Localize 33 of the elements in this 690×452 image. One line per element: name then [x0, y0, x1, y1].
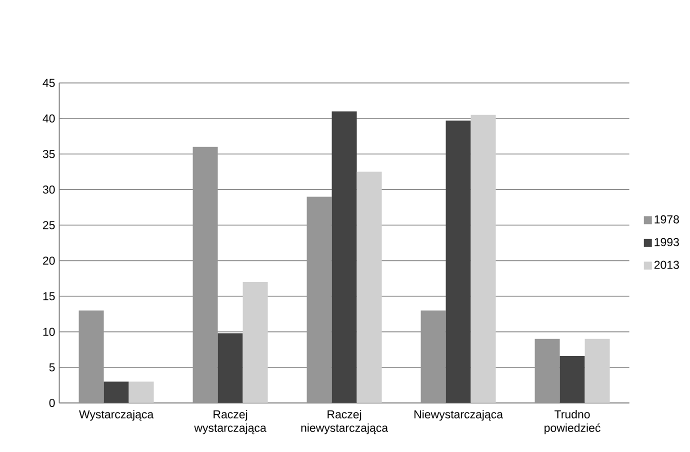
- bar: [356, 172, 382, 403]
- legend-label: 1978: [654, 215, 679, 224]
- y-tick-label: 15: [43, 292, 55, 300]
- bar: [560, 356, 585, 403]
- bar: [104, 382, 129, 403]
- bar: [470, 114, 496, 403]
- bar: [420, 310, 446, 403]
- y-tick-label: 0: [49, 398, 55, 407]
- y-tick-label: 10: [43, 328, 55, 336]
- y-tick-label: 25: [43, 221, 55, 230]
- legend-label: 2013: [654, 260, 679, 269]
- bar: [306, 196, 332, 403]
- bar: [128, 382, 154, 403]
- y-tick-label: 40: [42, 114, 55, 123]
- bar: [534, 338, 560, 403]
- y-tick-label: 30: [42, 186, 55, 194]
- x-tick-label: Niewystarczająca: [414, 410, 504, 421]
- y-tick-label: 45: [42, 78, 55, 87]
- bar: [446, 120, 471, 403]
- bar: [332, 111, 357, 403]
- y-tick-label: 5: [49, 363, 55, 372]
- x-tick-label: Wystarczająca: [79, 410, 154, 421]
- bar: [192, 146, 218, 403]
- bar: [584, 338, 610, 403]
- bar: [218, 333, 243, 403]
- bar: [242, 282, 268, 403]
- legend-label: 1993: [654, 238, 679, 246]
- bar: [78, 310, 104, 403]
- x-tick-label: Raczej niewystarczająca: [301, 410, 388, 434]
- x-tick-label: Trudno powiedzieć: [544, 410, 600, 434]
- y-tick-label: 35: [42, 150, 55, 158]
- x-tick-label: Raczej wystarczająca: [194, 410, 266, 434]
- y-tick-label: 20: [43, 256, 55, 265]
